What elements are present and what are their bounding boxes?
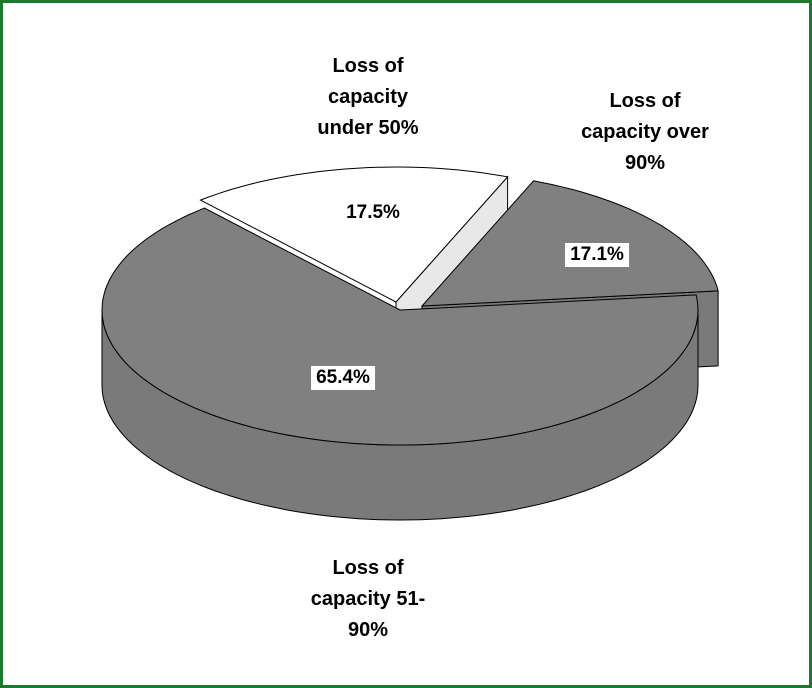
category-label: Loss of capacity under 50% [317,55,419,139]
category-label: Loss of capacity 51-90% [310,557,426,641]
slice [199,166,509,303]
category-label: Loss of capacity over 90% [581,90,709,174]
value-label: 17.1% [565,243,629,267]
value-label: 17.5% [341,201,405,225]
slice [101,207,699,446]
value-label: 65.4% [311,366,375,390]
